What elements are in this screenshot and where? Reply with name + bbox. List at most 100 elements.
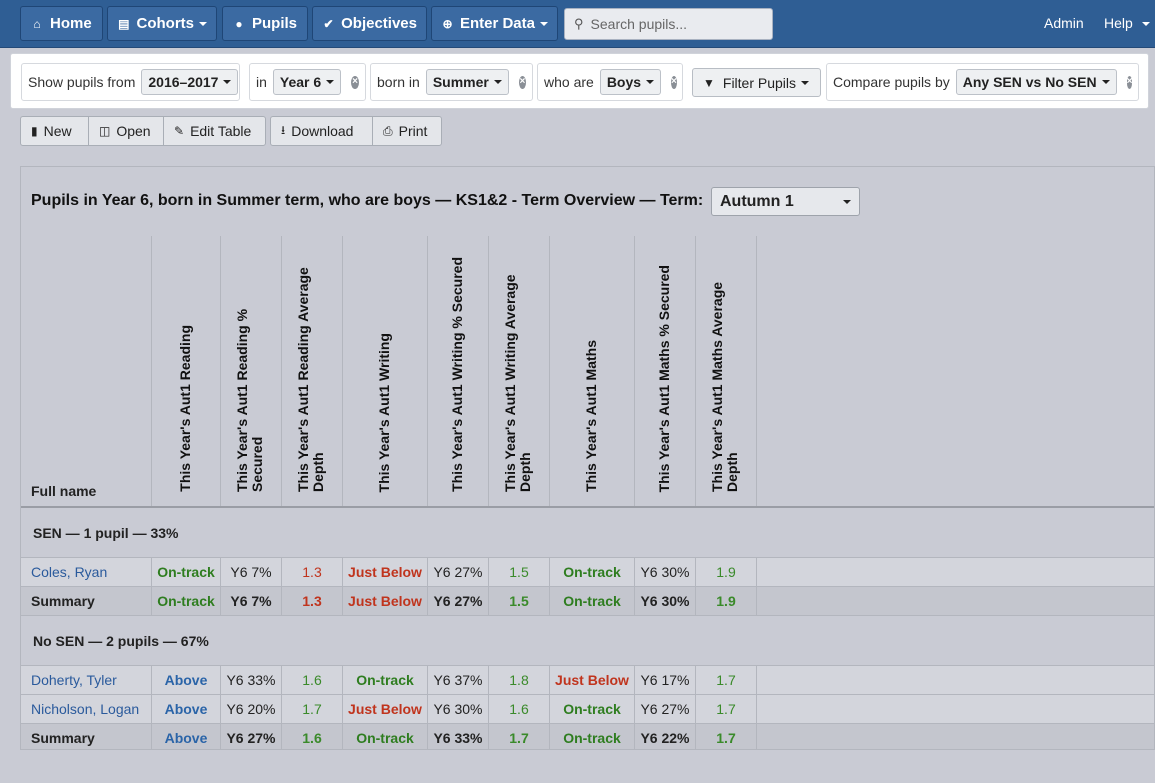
table-cell: 1.9 — [695, 558, 756, 586]
header-col-0-label: This Year's Aut1 Reading — [177, 325, 193, 492]
filter-born-label: born in — [377, 74, 420, 90]
filter-class-select[interactable]: Year 6 — [272, 69, 342, 95]
chevron-down-icon — [1101, 80, 1110, 84]
table-cell: Y6 22% — [634, 724, 695, 749]
table-cell: 1.6 — [281, 666, 342, 694]
header-col-6-label: This Year's Aut1 Maths — [583, 340, 599, 492]
header-col-4[interactable]: This Year's Aut1 Writing % Secured — [427, 236, 488, 506]
nav-objectives-button[interactable]: ✔ Objectives — [312, 6, 427, 41]
remove-filter-class-icon[interactable]: × — [351, 75, 359, 89]
table-cell: On-track — [549, 558, 634, 586]
header-col-3-label: This Year's Aut1 Writing — [376, 332, 392, 492]
filter-born-select[interactable]: Summer — [425, 69, 509, 95]
table-row: Coles, Ryan On-track Y6 7% 1.3 Just Below Y6 … — [21, 558, 1154, 587]
nav-pupils-label: Pupils — [252, 15, 298, 32]
term-select[interactable]: Autumn 1 — [711, 187, 860, 216]
header-col-5-label: This Year's Aut1 Writing Average Depth — [502, 274, 533, 492]
filter-gender-group: who are Boys × — [537, 63, 683, 101]
nav-pupils-button[interactable]: ● Pupils — [222, 6, 308, 41]
nav-home-button[interactable]: ⌂ Home — [20, 6, 103, 41]
filter-class-group: in Year 6 × — [249, 63, 366, 101]
header-col-8-label: This Year's Aut1 Maths Average Depth — [709, 281, 740, 492]
open-button[interactable]: ◫ Open — [88, 116, 164, 146]
table-cell: Above — [151, 666, 220, 694]
table-cell: On-track — [151, 558, 220, 586]
print-button[interactable]: ⎙ Print — [372, 116, 442, 146]
group-header: SEN — 1 pupil — 33% — [21, 508, 1154, 558]
header-col-2[interactable]: This Year's Aut1 Reading Average Depth — [281, 236, 342, 506]
table-cell: Y6 7% — [220, 587, 281, 615]
summary-row: Summary On-track Y6 7% 1.3 Just Below Y6 27% 1… — [21, 587, 1154, 616]
table-cell: 1.7 — [488, 724, 549, 749]
nav-admin-link[interactable]: Admin — [1044, 15, 1084, 31]
download-icon: ⭳ — [281, 122, 286, 137]
table-cell: Above — [151, 695, 220, 723]
table-cell: Y6 7% — [220, 558, 281, 586]
summary-label: Summary — [31, 593, 95, 609]
remove-filter-gender-icon[interactable]: × — [671, 75, 677, 89]
filter-gender-label: who are — [544, 74, 594, 90]
header-col-5[interactable]: This Year's Aut1 Writing Average Depth — [488, 236, 549, 506]
report-title: Pupils in Year 6, born in Summer term, w… — [31, 192, 704, 209]
term-value: Autumn 1 — [720, 192, 794, 210]
table-cell: Just Below — [342, 587, 427, 615]
chevron-down-icon — [540, 21, 548, 26]
new-button[interactable]: ▮ New — [20, 116, 89, 146]
filter-gender-select[interactable]: Boys — [599, 69, 662, 95]
pupil-name-link[interactable]: Doherty, Tyler — [31, 672, 117, 688]
nav-help-label: Help — [1104, 15, 1133, 31]
table-cell: On-track — [151, 587, 220, 615]
filter-bar: Show pupils from 2016–2017 in Year 6 × b… — [10, 53, 1149, 109]
header-col-1[interactable]: This Year's Aut1 Reading % Secured — [220, 236, 281, 506]
table-cell: 1.9 — [695, 587, 756, 615]
filter-year-group: Show pupils from 2016–2017 — [21, 63, 240, 101]
table-cell: Y6 27% — [427, 587, 488, 615]
table-cell: 1.5 — [488, 587, 549, 615]
header-full-name[interactable]: Full name — [21, 236, 151, 506]
table-cell: On-track — [549, 724, 634, 749]
summary-row: Summary Above Y6 27% 1.6 On-track Y6 33% 1.7 On… — [21, 724, 1154, 749]
download-button[interactable]: ⭳ Download — [270, 116, 373, 146]
header-col-3[interactable]: This Year's Aut1 Writing — [342, 236, 427, 506]
top-navbar: ⌂ Home ▤ Cohorts ● Pupils ✔ Objectives ⊕… — [0, 0, 1155, 48]
remove-compare-icon[interactable]: × — [1126, 75, 1133, 89]
new-label: New — [43, 123, 72, 139]
search-input[interactable]: ⚲ Search pupils... — [564, 8, 773, 40]
table-cell: Just Below — [342, 695, 427, 723]
table-header-row: Full name This Year's Aut1 Reading This … — [21, 236, 1154, 508]
header-col-6[interactable]: This Year's Aut1 Maths — [549, 236, 634, 506]
table-cell: 1.3 — [281, 587, 342, 615]
nav-help-link[interactable]: Help — [1104, 15, 1150, 31]
nav-enter-data-button[interactable]: ⊕ Enter Data — [431, 6, 558, 41]
header-col-8[interactable]: This Year's Aut1 Maths Average Depth — [695, 236, 756, 506]
table-cell: On-track — [342, 724, 427, 749]
filter-year-select[interactable]: 2016–2017 — [141, 69, 239, 95]
header-col-4-label: This Year's Aut1 Writing % Secured — [449, 257, 465, 492]
chevron-down-icon — [646, 80, 655, 84]
compare-label: Compare pupils by — [833, 74, 950, 90]
filter-class-label: in — [256, 74, 267, 90]
report-panel: Pupils in Year 6, born in Summer term, w… — [20, 166, 1155, 750]
header-col-1-label: This Year's Aut1 Reading % Secured — [234, 308, 265, 492]
header-col-0[interactable]: This Year's Aut1 Reading — [151, 236, 220, 506]
compare-select[interactable]: Any SEN vs No SEN — [955, 69, 1117, 95]
chevron-down-icon — [326, 80, 335, 84]
edit-table-button[interactable]: ✎ Edit Table — [163, 116, 266, 146]
pupil-name-link[interactable]: Coles, Ryan — [31, 564, 108, 580]
table-cell: 1.3 — [281, 558, 342, 586]
remove-filter-born-icon[interactable]: × — [518, 75, 526, 89]
table-cell: Y6 27% — [634, 695, 695, 723]
header-empty — [756, 236, 1154, 506]
filter-pupils-button[interactable]: ▼ Filter Pupils — [692, 68, 821, 97]
header-col-7[interactable]: This Year's Aut1 Maths % Secured — [634, 236, 695, 506]
table-cell-empty — [756, 724, 1154, 749]
pupil-name-link[interactable]: Nicholson, Logan — [31, 701, 140, 717]
table-cell-empty — [756, 666, 1154, 694]
header-col-7-label: This Year's Aut1 Maths % Secured — [656, 264, 672, 492]
table-cell: Y6 33% — [220, 666, 281, 694]
nav-cohorts-button[interactable]: ▤ Cohorts — [107, 6, 217, 41]
chevron-down-icon — [1141, 22, 1150, 27]
compare-value: Any SEN vs No SEN — [962, 74, 1097, 90]
print-icon: ⎙ — [383, 123, 393, 138]
table-row: Doherty, Tyler Above Y6 33% 1.6 On-track Y6 3… — [21, 666, 1154, 695]
